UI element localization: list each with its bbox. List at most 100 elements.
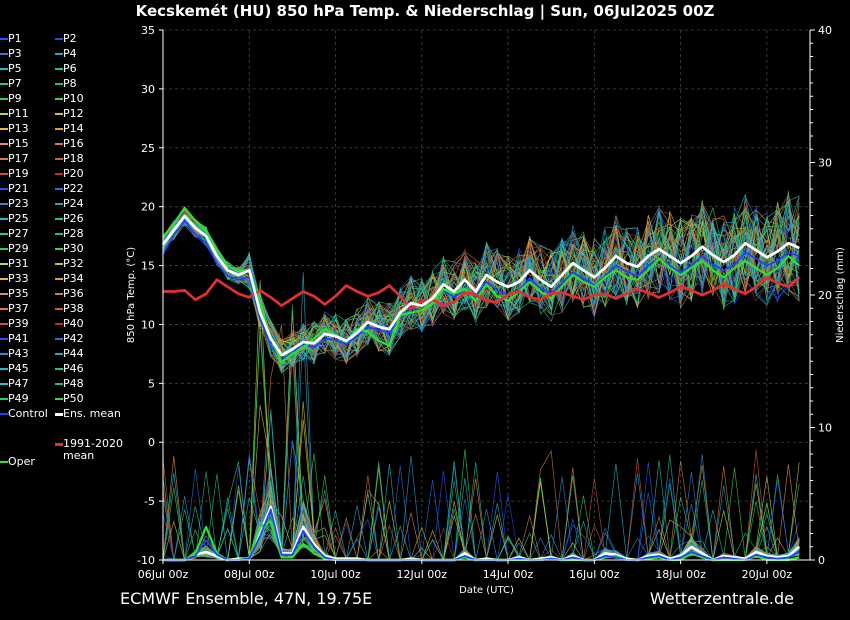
legend-swatch	[55, 293, 63, 295]
legend-label: 1991-2020 mean	[63, 437, 123, 462]
legend-swatch	[55, 68, 63, 70]
legend-swatch	[0, 188, 8, 190]
legend-label: P16	[63, 137, 84, 150]
legend-swatch	[55, 368, 63, 370]
legend-swatch	[0, 383, 8, 385]
legend-swatch	[0, 353, 8, 355]
legend-swatch	[55, 353, 63, 355]
legend-swatch	[55, 443, 63, 446]
legend-label: P12	[63, 107, 84, 120]
legend-label: P15	[8, 137, 29, 150]
y-axis-label: 850 hPa Temp. (°C)	[126, 247, 137, 343]
legend-label: P24	[63, 197, 84, 210]
y-tick-label: 15	[141, 260, 155, 273]
legend-swatch	[55, 158, 63, 160]
legend-swatch	[0, 38, 8, 40]
y-tick-label: -5	[144, 495, 155, 508]
legend-swatch	[55, 203, 63, 205]
legend-swatch	[0, 233, 8, 235]
legend-label: P34	[63, 272, 84, 285]
x-axis-label: Date (UTC)	[459, 585, 514, 596]
legend-label: P43	[8, 347, 29, 360]
y2-tick-label: 0	[818, 554, 825, 567]
legend-label: P13	[8, 122, 29, 135]
y-tick-label: 35	[141, 24, 155, 37]
x-tick-label: 18Jul 00z	[655, 568, 706, 581]
chart-title: Kecskemét (HU) 850 hPa Temp. & Niedersch…	[135, 2, 715, 20]
x-tick-label: 16Jul 00z	[569, 568, 620, 581]
legend-label: P11	[8, 107, 29, 120]
legend: P1 P2 P3 P4 P5 P6 P7 P8 P9 P10 P11 P12 P13 P14 P15 P16 P…	[0, 0, 135, 470]
legend-swatch	[55, 98, 63, 100]
legend-swatch	[55, 308, 63, 310]
legend-swatch	[0, 128, 8, 130]
y2-axis-label: Niederschlag (mm)	[835, 247, 846, 343]
y2-tick-label: 30	[818, 157, 832, 170]
y-tick-label: 0	[148, 436, 155, 449]
legend-label: Oper	[8, 455, 35, 468]
legend-label: Ens. mean	[63, 407, 121, 420]
legend-label: P3	[8, 47, 22, 60]
legend-label: P33	[8, 272, 29, 285]
legend-label: P32	[63, 257, 84, 270]
legend-label: P41	[8, 332, 29, 345]
legend-swatch	[55, 398, 63, 400]
legend-label: P9	[8, 92, 22, 105]
y-tick-label: 25	[141, 142, 155, 155]
y-tick-label: 10	[141, 318, 155, 331]
legend-label: P36	[63, 287, 84, 300]
legend-swatch	[0, 368, 8, 370]
legend-swatch	[0, 398, 8, 400]
legend-label: P22	[63, 182, 84, 195]
legend-swatch	[55, 218, 63, 220]
legend-swatch	[0, 323, 8, 325]
legend-label: P26	[63, 212, 84, 225]
legend-swatch	[0, 158, 8, 160]
legend-swatch	[0, 113, 8, 115]
model-caption: ECMWF Ensemble, 47N, 19.75E	[120, 589, 373, 608]
x-tick-label: 14Jul 00z	[483, 568, 534, 581]
legend-label: P27	[8, 227, 29, 240]
chart-axes: -10 -5 0 5 10 15 20 25 30 35 0 10 20 30 40 06Jul 00z 08J…	[126, 24, 846, 596]
y2-tick-label: 40	[818, 24, 832, 37]
y-tick-label: -10	[137, 554, 155, 567]
y-tick-label: 5	[148, 377, 155, 390]
control-left-line	[162, 219, 800, 361]
legend-label: P44	[63, 347, 84, 360]
legend-label: P25	[8, 212, 29, 225]
legend-swatch	[0, 83, 8, 85]
legend-swatch	[55, 263, 63, 265]
source-caption: Wetterzentrale.de	[649, 589, 794, 608]
legend-label: P39	[8, 317, 29, 330]
legend-swatch	[55, 413, 63, 416]
member-precip-line	[163, 473, 800, 561]
x-tick-label: 12Jul 00z	[397, 568, 448, 581]
legend-swatch	[0, 278, 8, 280]
legend-label: P23	[8, 197, 29, 210]
legend-label: P5	[8, 62, 22, 75]
legend-swatch	[55, 248, 63, 250]
legend-swatch	[55, 53, 63, 55]
legend-label: P6	[63, 62, 77, 75]
highlight-ens-mean	[161, 214, 800, 357]
member-temp-line	[162, 217, 800, 357]
legend-swatch	[0, 203, 8, 205]
ensemble-members	[162, 190, 800, 562]
legend-label: P31	[8, 257, 29, 270]
legend-swatch	[55, 83, 63, 85]
x-tick-label: 20Jul 00z	[742, 568, 793, 581]
legend-label: P42	[63, 332, 84, 345]
legend-swatch	[0, 263, 8, 265]
legend-swatch	[0, 413, 8, 415]
legend-swatch	[0, 98, 8, 100]
legend-swatch	[0, 338, 8, 340]
legend-swatch	[0, 293, 8, 295]
legend-swatch	[0, 308, 8, 310]
legend-swatch	[55, 338, 63, 340]
legend-label: P17	[8, 152, 29, 165]
legend-label: P4	[63, 47, 77, 60]
legend-label: P10	[63, 92, 84, 105]
member-temp-line	[162, 213, 800, 356]
legend-swatch	[55, 128, 63, 130]
